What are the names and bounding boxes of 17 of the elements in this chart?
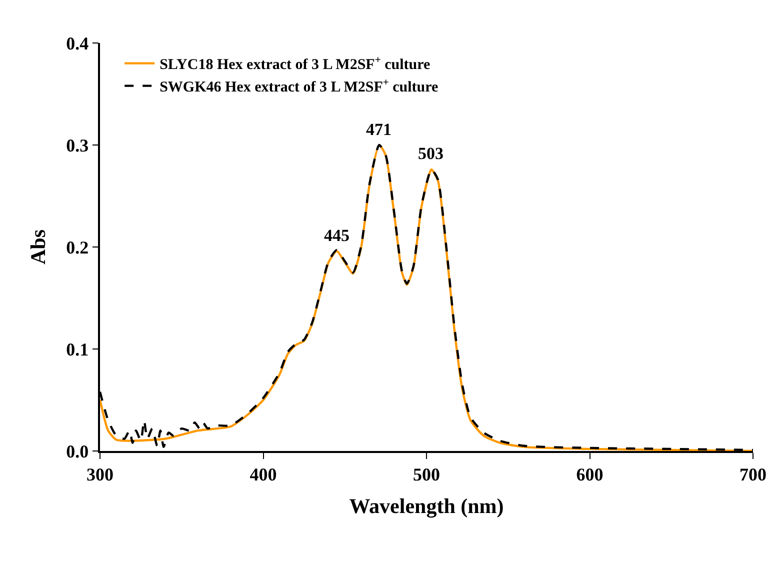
y-tick-label: 0.0	[66, 441, 89, 462]
legend-label: SLYC18 Hex extract of 3 L M2SF$^{+}$ culture	[160, 54, 430, 74]
y-tick-label: 0.3	[66, 135, 89, 156]
x-tick-label: 300	[86, 464, 114, 484]
legend-label: SWGK46 Hex extract of 3 L M2SF$^{+}$ culture	[160, 77, 439, 96]
annotation: 503	[418, 144, 444, 163]
y-tick-label: 0.4	[66, 33, 89, 54]
x-tick-label: 400	[250, 464, 277, 484]
x-tick-label: 500	[413, 464, 440, 484]
x-axis-title: Wavelength (nm)	[349, 494, 504, 518]
x-tick-label: 700	[740, 464, 766, 484]
y-axis-title: Abs	[26, 229, 50, 265]
y-tick-label: 0.1	[66, 339, 89, 360]
annotation: 445	[324, 226, 350, 245]
annotation: 471	[366, 120, 392, 139]
x-tick-label: 600	[576, 464, 604, 484]
y-tick-label: 0.2	[66, 237, 89, 258]
